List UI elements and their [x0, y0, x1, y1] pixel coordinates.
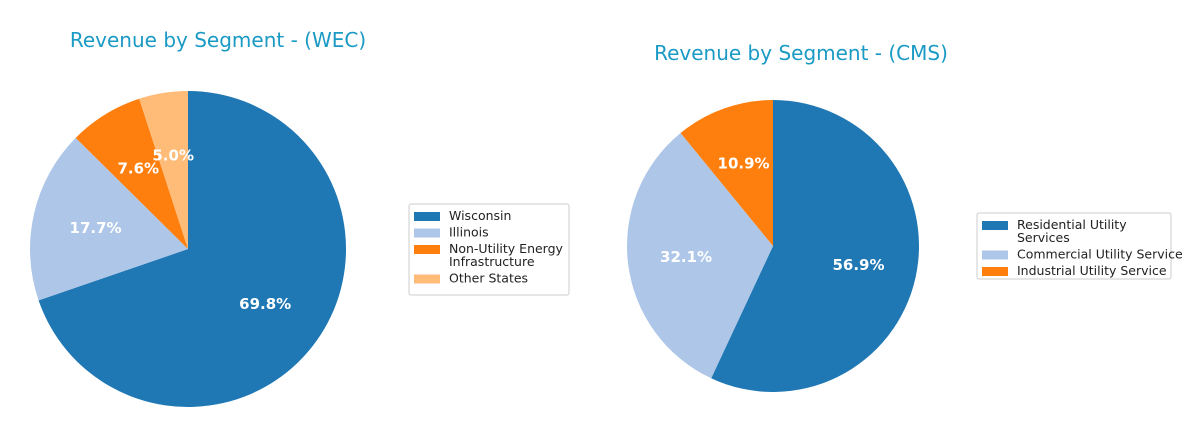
chart-wec-value-labels: 69.8% 17.7% 7.6%5.0%	[70, 146, 292, 313]
chart-wec-legend-label-wisconsin: Wisconsin	[449, 208, 511, 223]
chart-cms-legend-item-commercial-utility-service: Commercial Utility Service	[982, 247, 1183, 262]
chart-cms-value-labels: 56.9% 32.1% 10.9%	[660, 154, 884, 273]
chart-cms-legend-label-residential-utility-services: Residential Utility Services	[1017, 217, 1127, 245]
chart-cms-legend-swatch-commercial-utility-service	[982, 250, 1008, 260]
chart-cms-value-label-commercial-utility-service: 32.1%	[660, 248, 712, 266]
chart-wec-slice-non-utility-energy-infrastructure	[75, 98, 188, 249]
chart-cms-pie	[626, 100, 920, 392]
chart-cms-legend-box	[976, 212, 1172, 280]
chart-wec-slice-wisconsin	[38, 91, 346, 407]
chart-cms-title: Revenue by Segment - (CMS)	[654, 41, 948, 65]
chart-wec-slice-other-states	[139, 91, 188, 249]
chart-cms-value-label-industrial-utility-service: 10.9%	[718, 154, 770, 172]
chart-wec-legend-box	[408, 203, 570, 296]
chart-cms-value-label-residential-utility-services: 56.9%	[832, 256, 884, 274]
chart-wec-title: Revenue by Segment - (WEC)	[70, 28, 366, 52]
chart-wec-legend-swatch-wisconsin	[414, 212, 440, 221]
chart-wec-legend-label-illinois: Illinois	[449, 225, 489, 240]
chart-wec-value-label-illinois: 17.7%	[70, 219, 122, 237]
chart-cms-legend-swatch-residential-utility-services	[982, 221, 1008, 230]
chart-cms-slice-residential-utility-services	[711, 100, 920, 392]
chart-wec-pie	[29, 91, 346, 407]
chart-cms-slice-commercial-utility-service	[626, 132, 773, 379]
chart-cms-legend-item-residential-utility-services: Residential Utility Services	[982, 217, 1127, 245]
chart-wec-legend-item-other-states: Other States	[414, 271, 528, 286]
chart-wec-value-label-non-utility-energy-infrastructure: 7.6%	[117, 159, 159, 177]
chart-cms-legend-label-commercial-utility-service: Commercial Utility Service	[1017, 247, 1183, 262]
chart-cms-legend-item-industrial-utility-service: Industrial Utility Service	[982, 263, 1167, 278]
chart-cms-legend-label-industrial-utility-service: Industrial Utility Service	[1017, 263, 1167, 278]
chart-wec-value-label-wisconsin: 69.8%	[239, 295, 291, 313]
chart-wec-legend-swatch-illinois	[414, 228, 440, 238]
chart-cms: Revenue by Segment - (CMS) 56.9% 32.1% 10.…	[626, 41, 1183, 392]
chart-cms-legend-swatch-industrial-utility-service	[982, 267, 1008, 276]
chart-wec-value-label-other-states: 5.0%	[152, 146, 194, 164]
chart-cms-legend: Residential Utility Services Commercial Ut…	[976, 212, 1183, 280]
chart-wec-legend-item-illinois: Illinois	[414, 225, 489, 240]
chart-wec-legend-label-non-utility-energy-infrastructure: Non-Utility Energy Infrastructure	[449, 241, 564, 269]
chart-wec-legend-swatch-non-utility-energy-infrastructure	[414, 245, 440, 254]
chart-wec-legend-item-wisconsin: Wisconsin	[414, 208, 511, 223]
chart-wec: Revenue by Segment - (WEC) 69.8% 17.7% 7.6…	[29, 28, 570, 407]
chart-wec-legend-swatch-other-states	[414, 274, 440, 284]
chart-cms-slice-industrial-utility-service	[680, 100, 773, 246]
chart-wec-legend-label-other-states: Other States	[449, 271, 528, 286]
chart-wec-slice-illinois	[29, 137, 188, 301]
chart-wec-legend-item-non-utility-energy-infrastructure: Non-Utility Energy Infrastructure	[414, 241, 564, 269]
